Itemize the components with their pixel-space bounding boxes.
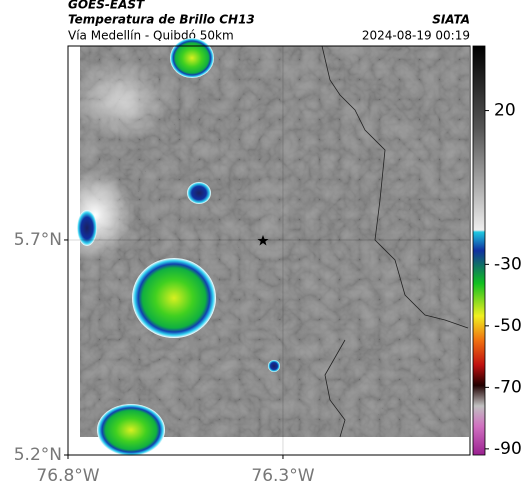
location-marker — [257, 235, 269, 246]
cloud-white — [55, 170, 135, 260]
x-tick-label: 76.8°W — [36, 466, 99, 486]
colorbar-tick-label: -70 — [494, 377, 522, 397]
cloud-cold — [268, 360, 280, 372]
satellite-image — [55, 38, 469, 456]
y-tick-label: 5.2°N — [14, 445, 62, 465]
cloud-white — [70, 60, 170, 140]
cloud-cold — [132, 258, 216, 338]
header: GOES-EAST Temperatura de Brillo CH13 SIA… — [68, 0, 470, 43]
colorbar-tick-label: -50 — [494, 316, 522, 336]
colorbar-tick-label: 20 — [494, 101, 516, 121]
frame — [67, 45, 471, 456]
colorbar-tick-label: -90 — [494, 439, 522, 459]
subtitle: Vía Medellín - Quibdó 50km — [68, 29, 234, 43]
timestamp: 2024-08-19 00:19 — [362, 29, 470, 43]
colorbar — [472, 45, 486, 456]
y-tick-label: 5.7°N — [14, 230, 62, 250]
cloud-cold — [187, 182, 211, 204]
cloud-cold — [77, 210, 97, 246]
cloud-cold — [170, 38, 214, 78]
colorbar-tick-label: -30 — [494, 254, 522, 274]
cloud-cold — [97, 404, 165, 456]
x-tick-label: 76.3°W — [251, 466, 314, 486]
brand: SIATA — [432, 13, 470, 27]
source: GOES-EAST — [68, 0, 145, 12]
title: Temperatura de Brillo CH13 — [68, 13, 255, 27]
border — [321, 45, 469, 438]
